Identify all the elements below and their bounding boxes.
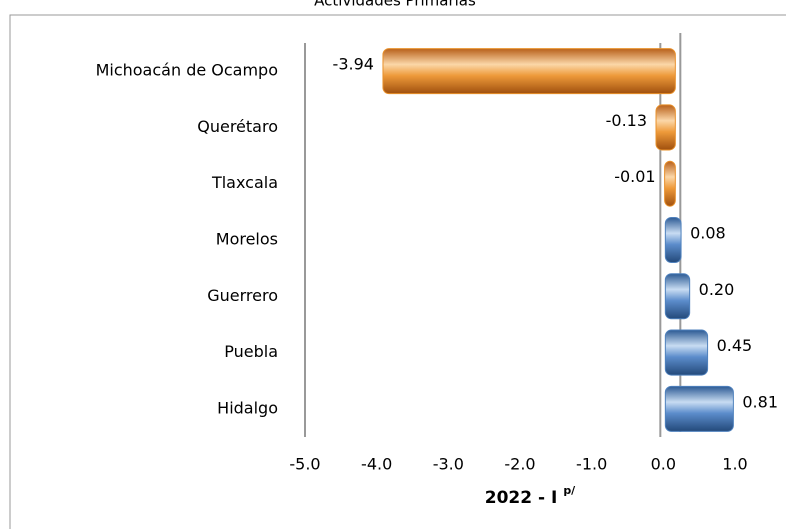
- x-tick-label: 0.0: [651, 455, 676, 474]
- y-tick-label: Michoacán de Ocampo: [96, 61, 278, 80]
- x-axis-label-main: 2022 - I: [485, 488, 558, 508]
- x-tick-label: -2.0: [504, 455, 535, 474]
- bar: [664, 160, 676, 207]
- value-label: 0.08: [690, 224, 726, 243]
- x-tick-label: -1.0: [576, 455, 607, 474]
- x-tick-label: -4.0: [361, 455, 392, 474]
- y-tick-label: Morelos: [216, 230, 278, 249]
- x-tick-label: 1.0: [722, 455, 747, 474]
- bar: [664, 216, 682, 264]
- x-tick-label: -5.0: [289, 455, 320, 474]
- y-tick-label: Querétaro: [197, 117, 278, 136]
- x-axis-label-sup: p/: [563, 484, 576, 497]
- bar: [664, 273, 691, 320]
- value-label: 0.20: [699, 280, 735, 299]
- bar: [382, 48, 676, 95]
- x-axis-label: 2022 - I p/: [485, 484, 576, 508]
- value-label: -3.94: [333, 55, 374, 74]
- y-tick-label: Puebla: [224, 342, 278, 361]
- chart-frame: [9, 14, 786, 529]
- x-tick-label: -3.0: [433, 455, 464, 474]
- y-tick-label: Guerrero: [207, 286, 278, 305]
- value-label: -0.01: [614, 167, 655, 186]
- value-label: -0.13: [606, 111, 647, 130]
- y-tick-label: Tlaxcala: [211, 173, 278, 192]
- bar: [655, 104, 676, 151]
- bar: [664, 385, 734, 432]
- y-tick-label: Hidalgo: [217, 398, 278, 417]
- value-label: 0.81: [742, 392, 778, 411]
- bar: [664, 329, 709, 376]
- chart-title: Actividades Primarias: [314, 0, 476, 10]
- value-label: 0.45: [717, 336, 753, 355]
